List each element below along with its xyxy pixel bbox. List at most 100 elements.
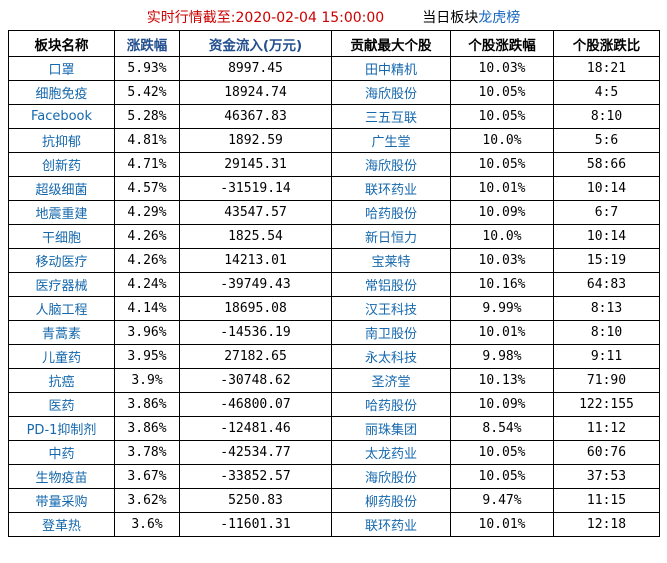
capital-inflow-cell: 5250.83 [179, 488, 332, 513]
sector-change-cell: 4.26% [114, 224, 180, 249]
stock-name-cell[interactable]: 丽珠集团 [331, 416, 451, 441]
updown-ratio-cell: 9:11 [553, 344, 660, 369]
table-header: 板块名称 涨跌幅 资金流入(万元) 贡献最大个股 个股涨跌幅 个股涨跌比 [8, 30, 660, 57]
sector-name-cell[interactable]: 干细胞 [8, 224, 115, 249]
stock-name-cell[interactable]: 哈药股份 [331, 200, 451, 225]
stock-name-cell[interactable]: 哈药股份 [331, 392, 451, 417]
capital-inflow-cell: -12481.46 [179, 416, 332, 441]
table-row: 儿童药 3.95% 27182.65 永太科技 9.98% 9:11 [8, 344, 660, 369]
sector-name-cell[interactable]: 医疗器械 [8, 272, 115, 297]
stock-name-cell[interactable]: 海欣股份 [331, 464, 451, 489]
stock-name-cell[interactable]: 圣济堂 [331, 368, 451, 393]
capital-inflow-cell: 1825.54 [179, 224, 332, 249]
sector-name-cell[interactable]: 青蒿素 [8, 320, 115, 345]
updown-ratio-cell: 8:10 [553, 320, 660, 345]
updown-ratio-cell: 58:66 [553, 152, 660, 177]
stock-change-cell: 10.05% [450, 80, 554, 105]
stock-name-cell[interactable]: 柳药股份 [331, 488, 451, 513]
sector-name-cell[interactable]: 中药 [8, 440, 115, 465]
stock-name-cell[interactable]: 汉王科技 [331, 296, 451, 321]
stock-name-cell[interactable]: 三五互联 [331, 104, 451, 129]
sector-change-cell: 3.9% [114, 368, 180, 393]
stock-name-cell[interactable]: 太龙药业 [331, 440, 451, 465]
stock-name-cell[interactable]: 南卫股份 [331, 320, 451, 345]
stock-name-cell[interactable]: 宝莱特 [331, 248, 451, 273]
sector-change-cell: 3.86% [114, 416, 180, 441]
table-row: 青蒿素 3.96% -14536.19 南卫股份 10.01% 8:10 [8, 320, 660, 345]
stock-name-cell[interactable]: 广生堂 [331, 128, 451, 153]
stock-name-cell[interactable]: 海欣股份 [331, 80, 451, 105]
table-row: 中药 3.78% -42534.77 太龙药业 10.05% 60:76 [8, 440, 660, 465]
sector-change-cell: 3.6% [114, 512, 180, 537]
capital-inflow-cell: 27182.65 [179, 344, 332, 369]
stock-name-cell[interactable]: 联环药业 [331, 176, 451, 201]
sector-name-cell[interactable]: 创新药 [8, 152, 115, 177]
sector-change-cell: 4.29% [114, 200, 180, 225]
sector-change-cell: 3.86% [114, 392, 180, 417]
stock-name-cell[interactable]: 常铝股份 [331, 272, 451, 297]
sector-name-cell[interactable]: Facebook [8, 104, 115, 129]
stock-change-cell: 10.16% [450, 272, 554, 297]
updown-ratio-cell: 71:90 [553, 368, 660, 393]
stock-change-cell: 10.09% [450, 392, 554, 417]
sector-name-cell[interactable]: 登革热 [8, 512, 115, 537]
table-row: 人脑工程 4.14% 18695.08 汉王科技 9.99% 8:13 [8, 296, 660, 321]
sector-name-cell[interactable]: 带量采购 [8, 488, 115, 513]
sector-name-cell[interactable]: 医药 [8, 392, 115, 417]
sector-change-cell: 3.96% [114, 320, 180, 345]
updown-ratio-cell: 10:14 [553, 176, 660, 201]
table-row: Facebook 5.28% 46367.83 三五互联 10.05% 8:10 [8, 104, 660, 129]
table-row: PD-1抑制剂 3.86% -12481.46 丽珠集团 8.54% 11:12 [8, 416, 660, 441]
table-row: 移动医疗 4.26% 14213.01 宝莱特 10.03% 15:19 [8, 248, 660, 273]
table-row: 医药 3.86% -46800.07 哈药股份 10.09% 122:155 [8, 392, 660, 417]
stock-change-cell: 10.01% [450, 320, 554, 345]
sector-name-cell[interactable]: PD-1抑制剂 [8, 416, 115, 441]
sector-name-cell[interactable]: 细胞免疫 [8, 80, 115, 105]
updown-ratio-cell: 15:19 [553, 248, 660, 273]
stock-change-cell: 10.0% [450, 224, 554, 249]
stock-name-cell[interactable]: 联环药业 [331, 512, 451, 537]
table-row: 抗癌 3.9% -30748.62 圣济堂 10.13% 71:90 [8, 368, 660, 393]
header-updown-ratio: 个股涨跌比 [553, 30, 660, 57]
sector-name-cell[interactable]: 口罩 [8, 56, 115, 81]
sector-name-cell[interactable]: 人脑工程 [8, 296, 115, 321]
stock-change-cell: 9.99% [450, 296, 554, 321]
sector-change-cell: 5.93% [114, 56, 180, 81]
lhb-link[interactable]: 龙虎榜 [478, 10, 521, 26]
table-body: 口罩 5.93% 8997.45 田中精机 10.03% 18:21 细胞免疫 5.42% 18… [8, 56, 660, 537]
header-sector-name: 板块名称 [8, 30, 115, 57]
board-lhb-label: 当日板块 [422, 10, 479, 26]
capital-inflow-cell: -11601.31 [179, 512, 332, 537]
stock-name-cell[interactable]: 海欣股份 [331, 152, 451, 177]
updown-ratio-cell: 122:155 [553, 392, 660, 417]
sector-change-cell: 4.71% [114, 152, 180, 177]
capital-inflow-cell: -14536.19 [179, 320, 332, 345]
sector-change-cell: 3.78% [114, 440, 180, 465]
capital-inflow-cell: 14213.01 [179, 248, 332, 273]
capital-inflow-cell: -33852.57 [179, 464, 332, 489]
sector-name-cell[interactable]: 移动医疗 [8, 248, 115, 273]
stock-name-cell[interactable]: 田中精机 [331, 56, 451, 81]
table-row: 地震重建 4.29% 43547.57 哈药股份 10.09% 6:7 [8, 200, 660, 225]
updown-ratio-cell: 10:14 [553, 224, 660, 249]
table-row: 口罩 5.93% 8997.45 田中精机 10.03% 18:21 [8, 56, 660, 81]
sector-name-cell[interactable]: 生物疫苗 [8, 464, 115, 489]
capital-inflow-cell: 18695.08 [179, 296, 332, 321]
header-row: 板块名称 涨跌幅 资金流入(万元) 贡献最大个股 个股涨跌幅 个股涨跌比 [8, 30, 660, 57]
title-bar: 实时行情截至:2020-02-04 15:00:00 当日板块龙虎榜 [0, 0, 667, 30]
sector-name-cell[interactable]: 儿童药 [8, 344, 115, 369]
sector-name-cell[interactable]: 抗抑郁 [8, 128, 115, 153]
table-row: 登革热 3.6% -11601.31 联环药业 10.01% 12:18 [8, 512, 660, 537]
table-row: 细胞免疫 5.42% 18924.74 海欣股份 10.05% 4:5 [8, 80, 660, 105]
sector-change-cell: 4.81% [114, 128, 180, 153]
sector-change-cell: 3.67% [114, 464, 180, 489]
capital-inflow-cell: -46800.07 [179, 392, 332, 417]
stock-change-cell: 10.01% [450, 512, 554, 537]
sector-name-cell[interactable]: 地震重建 [8, 200, 115, 225]
capital-inflow-cell: 46367.83 [179, 104, 332, 129]
sector-name-cell[interactable]: 超级细菌 [8, 176, 115, 201]
sector-name-cell[interactable]: 抗癌 [8, 368, 115, 393]
updown-ratio-cell: 6:7 [553, 200, 660, 225]
stock-name-cell[interactable]: 新日恒力 [331, 224, 451, 249]
stock-name-cell[interactable]: 永太科技 [331, 344, 451, 369]
